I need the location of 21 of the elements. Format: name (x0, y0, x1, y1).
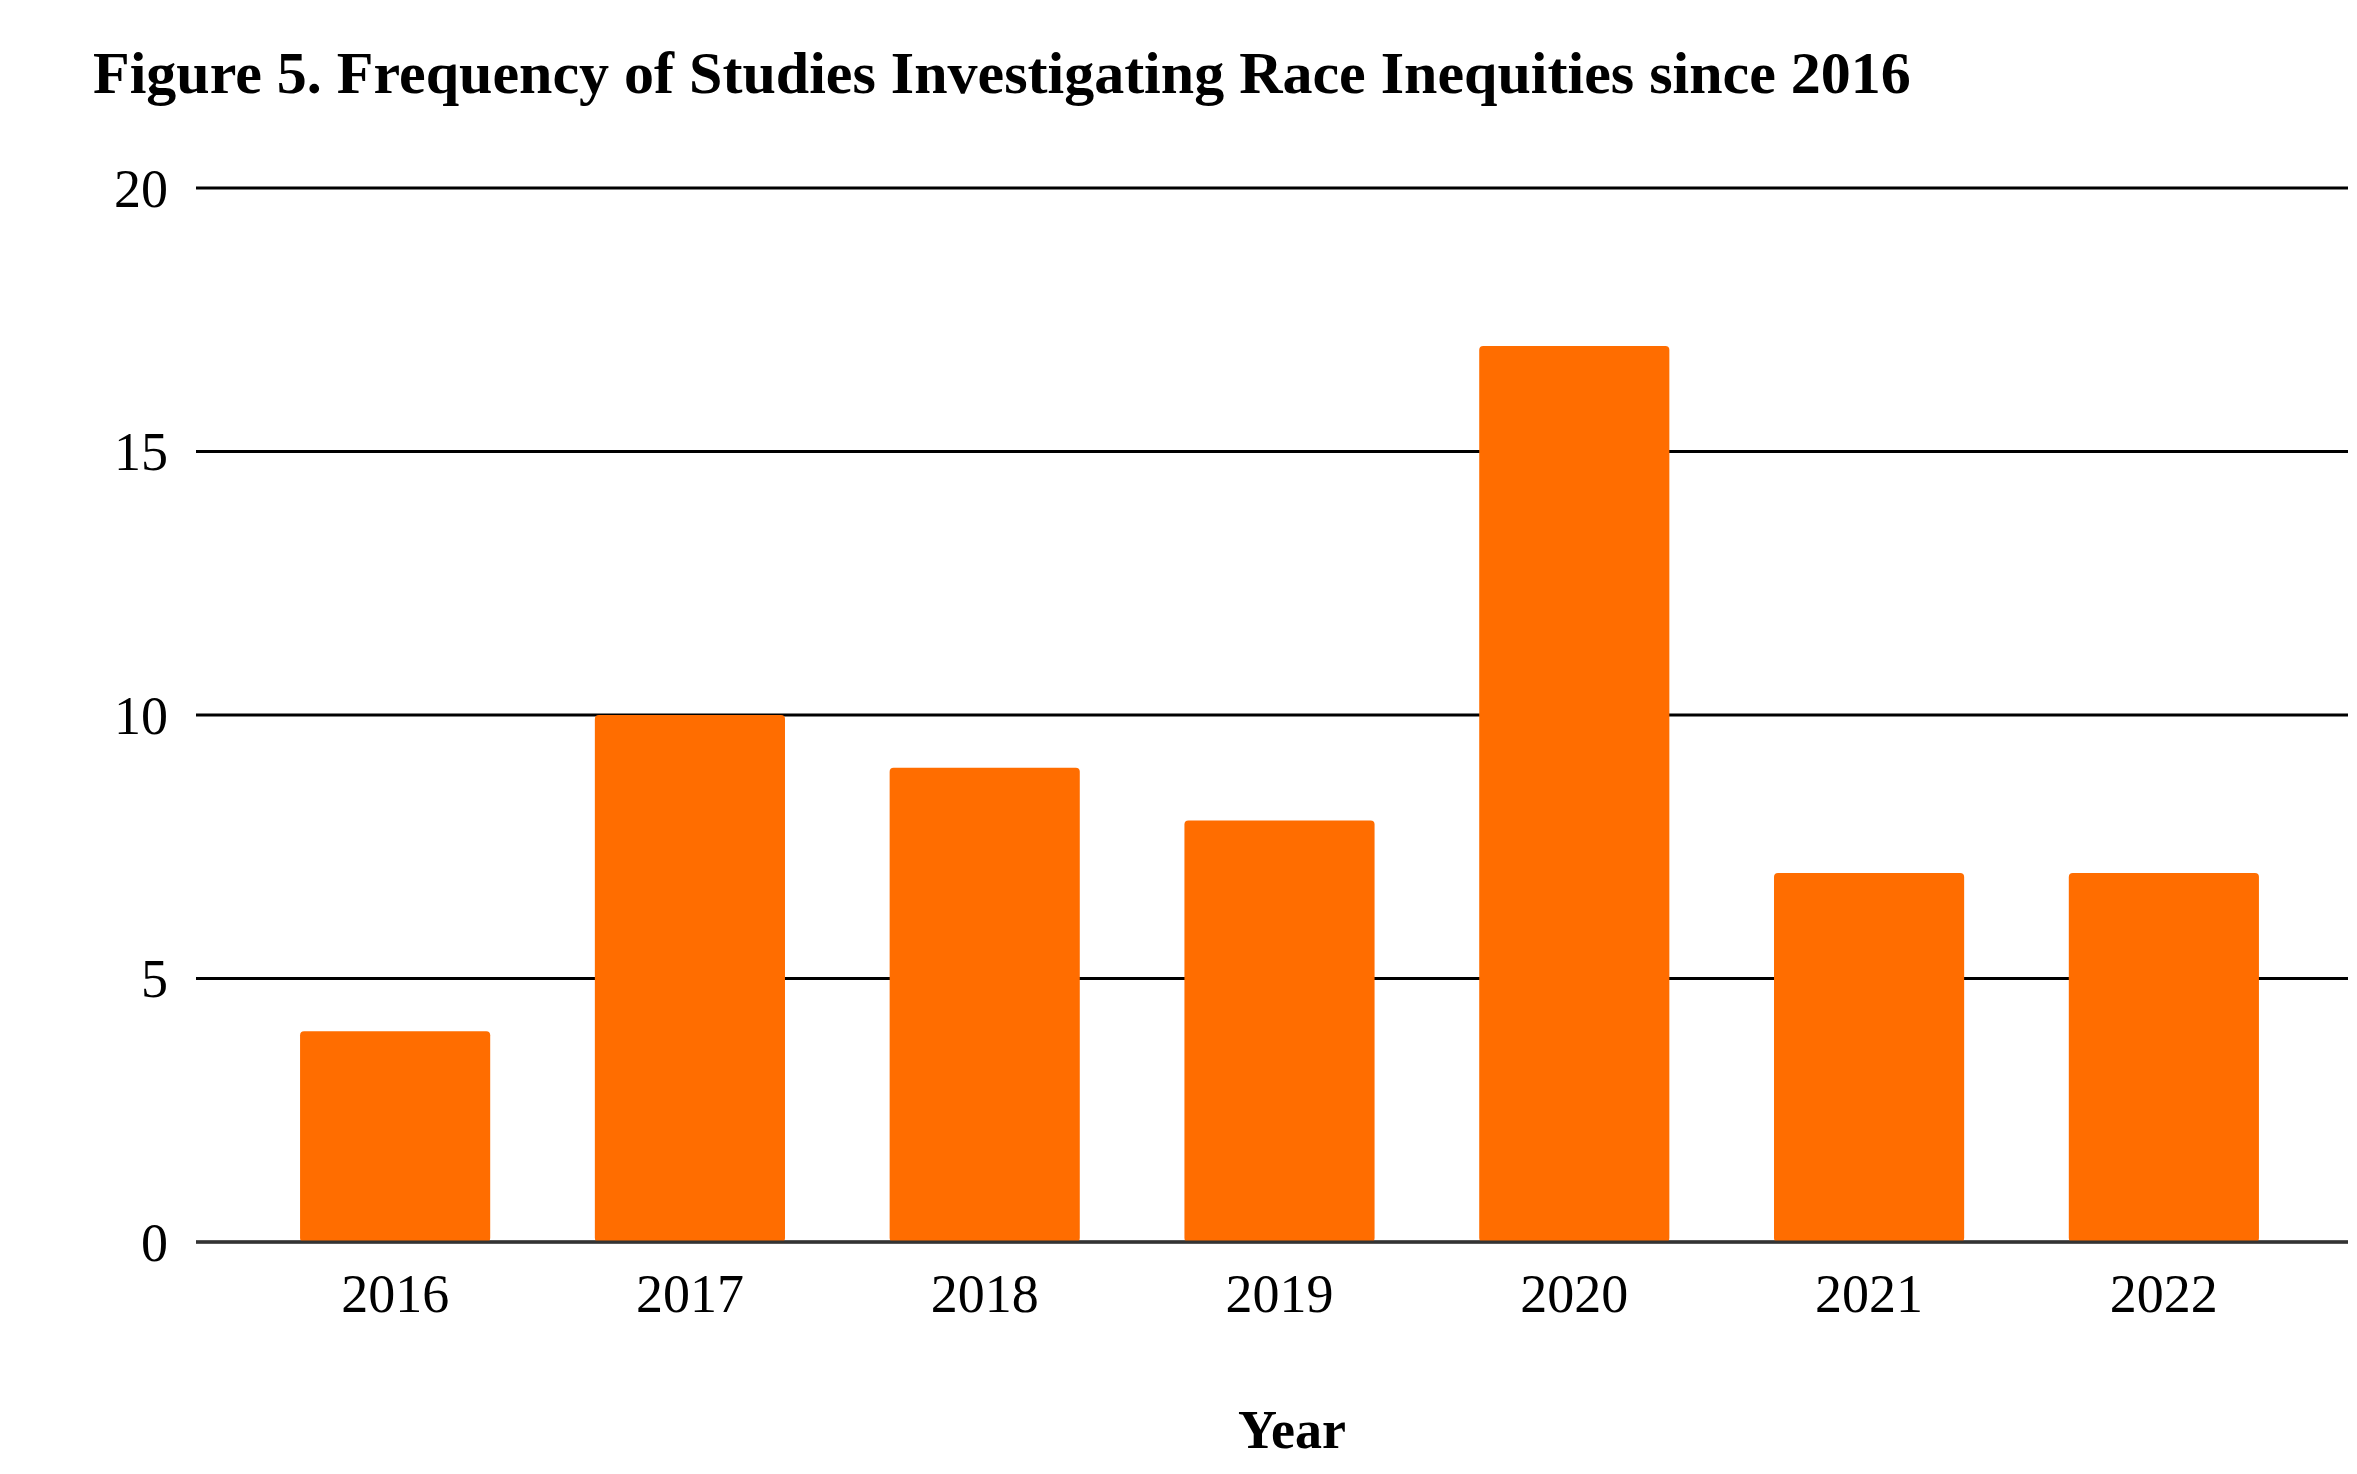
x-axis-title: Year (1238, 1400, 1346, 1460)
bar (1774, 873, 1965, 1242)
chart-title: Figure 5. Frequency of Studies Investigating Race Inequities since 2016 (93, 40, 1911, 106)
y-tick-label: 10 (114, 685, 168, 746)
x-tick-label: 2019 (1225, 1264, 1334, 1324)
y-tick-label: 15 (114, 422, 168, 483)
x-tick-label: 2020 (1520, 1264, 1629, 1324)
y-tick-label: 0 (141, 1212, 168, 1273)
x-tick-label: 2016 (341, 1264, 450, 1324)
x-tick-label: 2021 (1815, 1264, 1924, 1324)
bar (1479, 346, 1670, 1242)
bar (889, 767, 1080, 1242)
bar (594, 715, 785, 1242)
y-tick-label: 20 (114, 158, 168, 219)
bar (2068, 873, 2259, 1242)
x-tick-label: 2022 (2109, 1264, 2218, 1324)
bar (300, 1031, 491, 1242)
bar (1184, 820, 1375, 1242)
x-tick-label: 2017 (635, 1264, 744, 1324)
y-tick-label: 5 (141, 949, 168, 1010)
x-tick-label: 2018 (930, 1264, 1039, 1324)
